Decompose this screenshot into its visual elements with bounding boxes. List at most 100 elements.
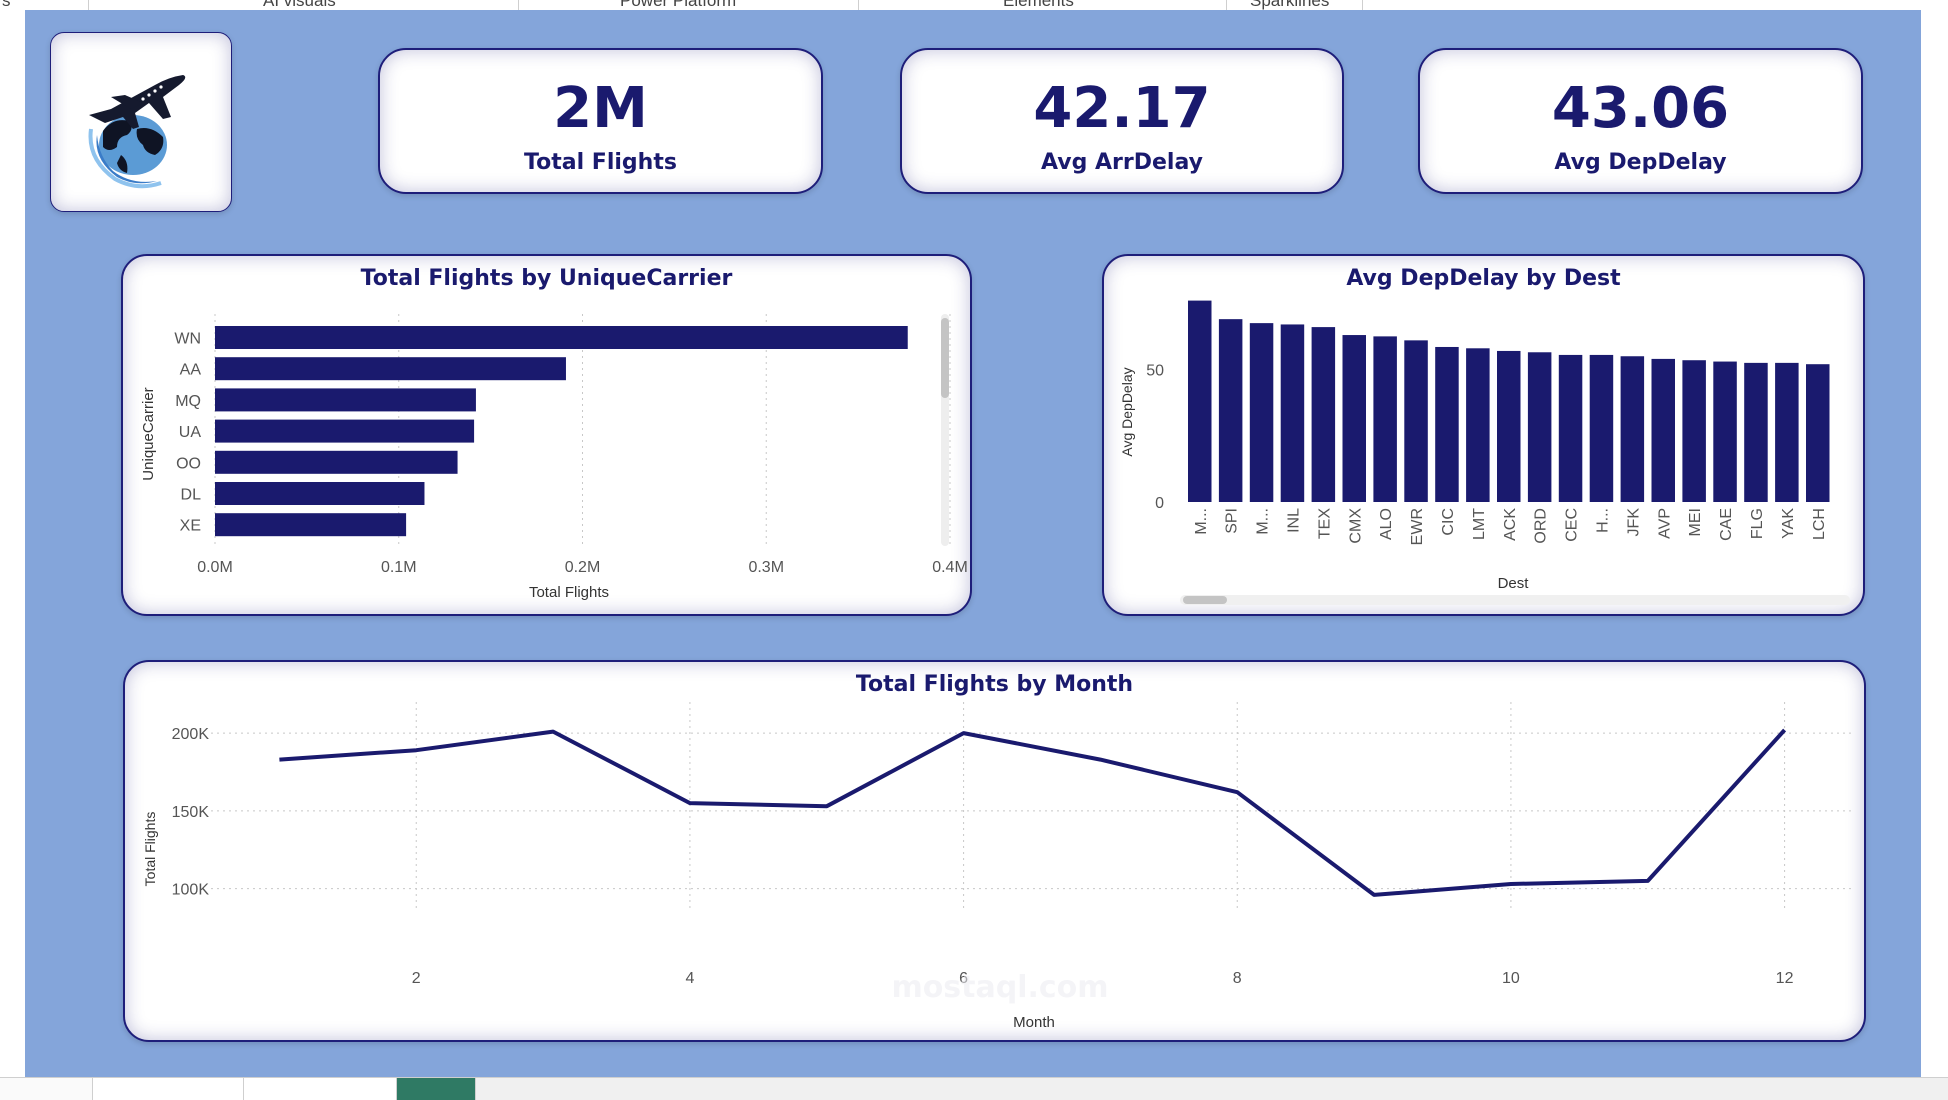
bar — [215, 482, 425, 505]
sheet-tab[interactable] — [244, 1078, 397, 1100]
x-axis-label: Month — [1013, 1014, 1055, 1031]
carrier-bar-chart: 0.0M 0.1M 0.2M 0.3M 0.4M WN AA MQ UA OO DL XE Total … — [140, 314, 968, 601]
sheet-tab-bar — [0, 1077, 1948, 1100]
watermark: mostaql.com — [891, 970, 1109, 1005]
bar — [1558, 354, 1583, 502]
kpi-label: Avg ArrDelay — [1041, 150, 1203, 175]
series-line — [279, 728, 1787, 897]
x-tick-label: TEX — [1316, 508, 1333, 539]
x-tick-label: 12 — [1776, 970, 1794, 987]
kpi-label: Avg DepDelay — [1554, 150, 1727, 175]
x-tick-label: 4 — [685, 970, 694, 987]
kpi-card-total-flights[interactable]: 2M Total Flights — [378, 48, 823, 194]
month-line-chart: 2 4 6 8 10 12 100K 150K 200K Month Total Flights — [142, 702, 1853, 1031]
ribbon-divider — [1226, 0, 1227, 10]
x-tick-label: 0.0M — [197, 559, 233, 576]
y-tick-label: 0 — [1155, 495, 1164, 512]
kpi-card-avg-depdelay[interactable]: 43.06 Avg DepDelay — [1418, 48, 1863, 194]
y-tick-label: AA — [180, 362, 202, 379]
bar — [1280, 324, 1305, 502]
scrollbar-thumb — [941, 318, 949, 398]
x-tick-label: 8 — [1233, 970, 1242, 987]
report-canvas: 2M Total Flights 42.17 Avg ArrDelay 43.0… — [25, 10, 1921, 1077]
bar — [1311, 327, 1336, 502]
bar — [1342, 335, 1366, 502]
scrollbar-track — [1180, 595, 1850, 605]
kpi-card-avg-arrdelay[interactable]: 42.17 Avg ArrDelay — [900, 48, 1344, 194]
kpi-label: Total Flights — [524, 150, 677, 175]
x-tick-label: 0.2M — [565, 559, 601, 576]
bar — [1651, 358, 1675, 502]
bar — [1373, 336, 1397, 502]
scrollbar-thumb — [1183, 596, 1227, 604]
bar — [1497, 350, 1521, 502]
bar — [215, 326, 908, 349]
x-tick-label: ORD — [1533, 508, 1550, 544]
x-tick-label: CIC — [1440, 508, 1457, 536]
y-tick-label: OO — [176, 455, 201, 472]
ribbon-tab-ai-visuals[interactable]: AI visuals — [263, 0, 336, 10]
bar — [1620, 356, 1645, 502]
x-tick-label: M... — [1255, 508, 1272, 535]
bar — [1713, 361, 1737, 502]
y-tick-label: WN — [174, 331, 201, 348]
x-tick-label: EWR — [1409, 508, 1426, 545]
sheet-tab[interactable] — [93, 1078, 244, 1100]
x-tick-label: LMT — [1471, 508, 1488, 540]
ribbon-tab-elements[interactable]: Elements — [1003, 0, 1074, 10]
bar — [215, 450, 458, 474]
right-margin — [1921, 10, 1948, 1077]
bar — [215, 513, 407, 537]
y-tick-label: MQ — [175, 393, 201, 410]
ribbon-tab-sparklines[interactable]: Sparklines — [1250, 0, 1330, 10]
x-tick-label: M... — [1193, 508, 1210, 535]
bar — [1806, 364, 1830, 502]
chart-title: Total Flights by Month — [855, 672, 1134, 697]
bar — [215, 357, 566, 381]
x-tick-label: LCH — [1811, 508, 1828, 540]
ribbon-tab-fragment[interactable]: s — [2, 0, 11, 10]
chart-title: Avg DepDelay by Dest — [1346, 266, 1621, 291]
chart-card-dest[interactable]: Avg DepDelay by Dest 0 50 M... SPI M... INL TE… — [1102, 254, 1865, 616]
x-tick-label: H... — [1594, 508, 1611, 533]
ribbon-divider — [88, 0, 89, 10]
x-axis-label: Dest — [1498, 575, 1530, 592]
bar — [1527, 352, 1552, 502]
left-margin — [0, 10, 25, 1077]
bar — [1775, 362, 1799, 502]
kpi-value: 43.06 — [1551, 76, 1730, 141]
bar — [1188, 300, 1212, 502]
y-tick-label: DL — [181, 487, 202, 504]
y-axis-label: Total Flights — [142, 812, 158, 887]
y-axis-label: UniqueCarrier — [140, 387, 157, 480]
bar — [1682, 360, 1706, 502]
bar — [1435, 346, 1459, 502]
dest-bar-chart: 0 50 M... SPI M... INL TEX CMX ALO EWR CIC LMT ACK OR… — [1119, 300, 1850, 605]
bar — [215, 388, 476, 412]
x-tick-label: 0.1M — [381, 559, 417, 576]
x-tick-label: 10 — [1502, 970, 1520, 987]
x-tick-label: 0.4M — [932, 559, 968, 576]
chart-card-month[interactable]: Total Flights by Month 2 4 6 8 10 12 100K 150K 2… — [123, 660, 1866, 1042]
ribbon-tab-power-platform[interactable]: Power Platform — [620, 0, 737, 10]
bar — [1744, 362, 1768, 502]
sheet-tab-active[interactable] — [397, 1078, 476, 1100]
logo-card — [50, 32, 232, 212]
chart-title: Total Flights by UniqueCarrier — [360, 266, 733, 291]
x-tick-label: INL — [1285, 508, 1302, 533]
x-axis-label: Total Flights — [529, 584, 609, 601]
x-tick-label: 2 — [412, 970, 421, 987]
kpi-value: 42.17 — [1033, 76, 1211, 141]
x-tick-label: 0.3M — [748, 559, 784, 576]
chart-card-carrier[interactable]: Total Flights by UniqueCarrier 0.0M 0.1M 0… — [121, 254, 972, 616]
x-tick-label: MEI — [1687, 508, 1704, 536]
y-axis-label: Avg DepDelay — [1119, 367, 1135, 456]
bar — [1589, 354, 1614, 502]
sheet-tab[interactable] — [0, 1078, 93, 1100]
y-tick-label: 50 — [1146, 363, 1164, 380]
x-tick-label: ACK — [1502, 508, 1519, 541]
y-tick-label: 100K — [172, 882, 210, 899]
x-tick-label: CAE — [1718, 508, 1735, 541]
airplane-globe-icon — [88, 75, 186, 189]
y-tick-label: 200K — [172, 726, 210, 743]
